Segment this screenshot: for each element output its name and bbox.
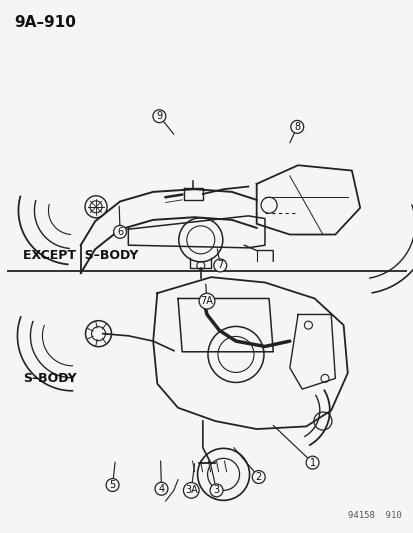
Text: 7A: 7A [200,296,213,306]
Text: 3A: 3A [185,486,197,495]
Text: 5: 5 [109,480,116,490]
Text: 3: 3 [213,486,219,495]
Text: 8: 8 [294,122,299,132]
Text: 4: 4 [158,484,164,494]
Text: S–BODY: S–BODY [23,372,76,385]
Text: 94158  910: 94158 910 [347,511,401,520]
Text: 7: 7 [216,261,223,270]
Text: 6: 6 [117,227,123,237]
Text: EXCEPT  S–BODY: EXCEPT S–BODY [23,249,138,262]
Text: 9: 9 [156,111,162,121]
Text: 1: 1 [309,458,315,467]
Text: 2: 2 [255,472,261,482]
Text: 9A–910: 9A–910 [14,15,76,30]
